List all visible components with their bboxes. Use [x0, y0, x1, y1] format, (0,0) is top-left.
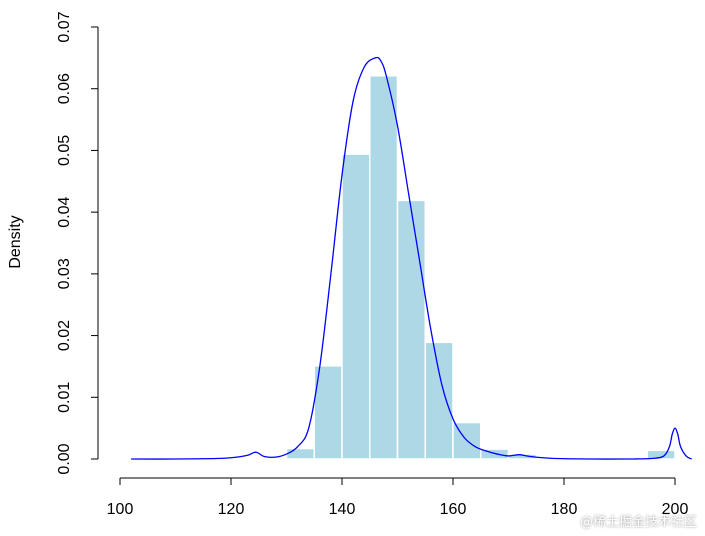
histogram-bars [285, 75, 676, 460]
x-tick-label: 180 [551, 501, 578, 518]
y-tick-label: 0.02 [56, 320, 73, 351]
x-tick-label: 160 [440, 501, 467, 518]
histogram-bar [341, 153, 371, 460]
y-axis-label: Density [7, 215, 24, 268]
histogram-bar [424, 341, 454, 460]
y-tick-label: 0.03 [56, 258, 73, 289]
histogram-bar [369, 75, 399, 460]
x-axis: 100 120 140 160 180 200 [107, 477, 689, 518]
histogram-bar [285, 447, 315, 460]
density-curve-layer [131, 56, 692, 460]
density-curve [131, 56, 692, 460]
y-tick-label: 0.06 [56, 73, 73, 104]
y-tick-label: 0.01 [56, 382, 73, 413]
x-tick-label: 100 [107, 501, 134, 518]
x-tick-label: 200 [662, 501, 689, 518]
x-tick-label: 120 [218, 501, 245, 518]
histogram-bar [646, 449, 676, 460]
watermark: @稀土掘金技术社区 [579, 515, 697, 530]
x-tick-label: 140 [329, 501, 356, 518]
y-tick-label: 0.07 [56, 11, 73, 42]
y-tick-label: 0.05 [56, 135, 73, 166]
y-axis: 0.00 0.01 0.02 0.03 0.04 0.05 0.06 0.07 [56, 11, 99, 475]
y-tick-label: 0.00 [56, 443, 73, 474]
histogram-bar [313, 365, 343, 460]
y-tick-label: 0.04 [56, 196, 73, 227]
histogram-bar [396, 199, 426, 460]
